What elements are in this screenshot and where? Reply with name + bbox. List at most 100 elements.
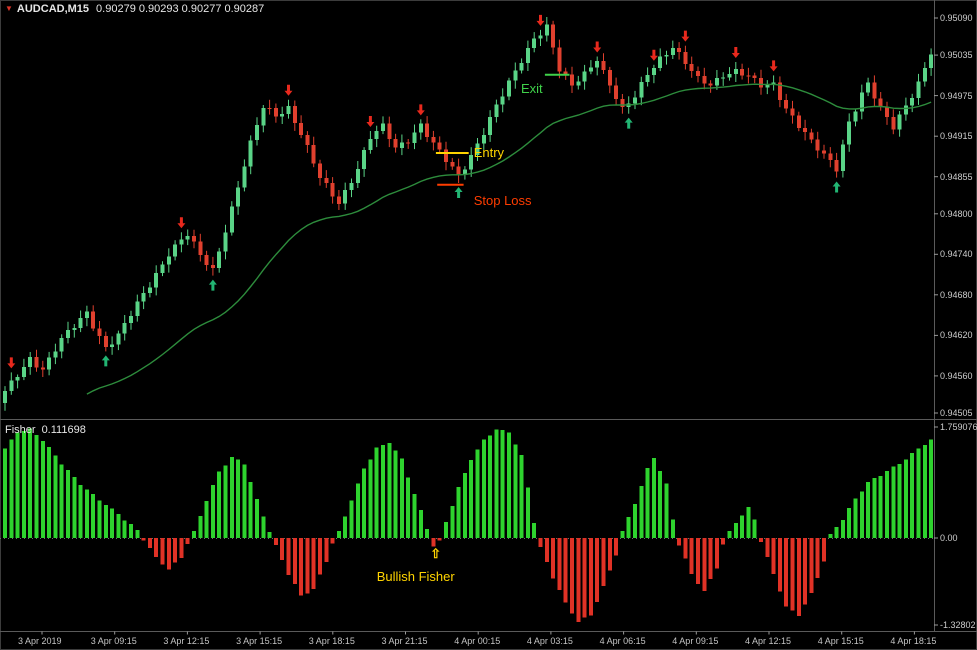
fisher-bar	[349, 500, 354, 538]
fisher-bar	[318, 538, 322, 575]
bullish-fisher-arrow-icon[interactable]: ⇧	[430, 546, 442, 561]
candle-body	[66, 329, 70, 338]
fisher-bar	[185, 538, 190, 544]
fisher-bar	[34, 435, 39, 538]
candle-body	[223, 232, 228, 252]
candle-body	[204, 254, 209, 265]
fisher-bar	[525, 487, 530, 538]
fisher-bar	[53, 455, 58, 538]
candle-body	[469, 155, 474, 170]
candle-body	[59, 337, 64, 352]
candle-body	[777, 82, 782, 100]
candle-body	[343, 189, 348, 204]
fisher-bar	[343, 516, 348, 538]
fisher-bar	[59, 464, 64, 538]
candle-body	[929, 54, 934, 68]
candle-body	[129, 315, 133, 323]
candle-body	[588, 67, 593, 72]
candle-body	[513, 70, 518, 81]
buy-arrow-icon[interactable]	[208, 279, 217, 291]
candle-body	[872, 82, 877, 99]
fisher-bar	[9, 439, 14, 538]
candle-body	[878, 98, 883, 108]
fisher-bar	[607, 538, 612, 571]
fisher-bar	[399, 458, 404, 538]
candle-body	[374, 130, 379, 139]
candle-body	[47, 357, 52, 370]
fisher-bar	[336, 530, 341, 538]
fisher-bar	[141, 538, 146, 541]
stop-loss-annotation[interactable]: Stop Loss	[473, 192, 532, 208]
candle-body	[790, 108, 795, 116]
candle-body	[9, 380, 14, 391]
candle-body	[135, 301, 140, 316]
fisher-bar	[507, 432, 511, 538]
candle-body	[633, 97, 637, 104]
fisher-bar	[570, 538, 574, 614]
fisher-bar	[229, 456, 234, 538]
fisher-bar	[910, 452, 915, 538]
candle-body	[897, 114, 902, 130]
fisher-bar	[696, 538, 700, 584]
fisher-bar	[809, 538, 814, 593]
fisher-bar	[815, 538, 820, 578]
fisher-bar	[866, 482, 871, 538]
candle-body	[28, 356, 33, 367]
fisher-bar	[601, 538, 606, 587]
candle-body	[248, 140, 253, 167]
candle-body	[601, 61, 606, 70]
candle-body	[828, 153, 833, 161]
sell-arrow-icon[interactable]	[681, 30, 690, 42]
candle-body	[595, 61, 600, 68]
candle-body	[910, 97, 915, 106]
candle-body	[784, 99, 789, 109]
candle-body	[475, 143, 480, 155]
sell-arrow-icon[interactable]	[366, 116, 375, 128]
candle-body	[122, 322, 127, 334]
exit-annotation[interactable]: Exit	[520, 80, 543, 96]
fisher-bar	[645, 467, 650, 538]
sell-arrow-icon[interactable]	[177, 217, 186, 229]
candle-body	[3, 390, 7, 404]
fisher-bar	[796, 538, 801, 617]
sell-arrow-icon[interactable]	[7, 357, 16, 369]
bullish-fisher-annotation[interactable]: Bullish Fisher	[376, 569, 455, 584]
sell-arrow-icon[interactable]	[731, 46, 740, 58]
sell-arrow-icon[interactable]	[649, 49, 658, 61]
fisher-bar	[532, 523, 537, 538]
buy-arrow-icon[interactable]	[454, 186, 463, 198]
buy-arrow-icon[interactable]	[624, 117, 633, 129]
fisher-bar	[103, 505, 108, 538]
fisher-bar	[639, 485, 644, 538]
sell-arrow-icon[interactable]	[593, 41, 602, 53]
candle-body	[853, 111, 858, 122]
sell-arrow-icon[interactable]	[536, 14, 545, 26]
candle-body	[815, 139, 820, 151]
fisher-bar	[752, 519, 757, 538]
candle-body	[462, 169, 467, 175]
fisher-bar	[840, 519, 845, 538]
candle-body	[696, 70, 700, 76]
sell-arrow-icon[interactable]	[769, 60, 778, 72]
candle-body	[412, 132, 417, 143]
candle-body	[173, 244, 178, 257]
candle-body	[809, 132, 814, 140]
entry-annotation[interactable]: Entry	[473, 145, 505, 161]
fisher-bar	[538, 538, 543, 548]
candle-body	[437, 142, 442, 150]
candle-body	[551, 24, 556, 48]
fisher-bar	[217, 471, 222, 538]
fisher-bar	[292, 538, 297, 585]
sell-arrow-icon[interactable]	[284, 84, 293, 96]
sell-arrow-icon[interactable]	[416, 104, 425, 116]
candle-body	[721, 77, 726, 79]
candle-body	[645, 75, 650, 83]
buy-arrow-icon[interactable]	[832, 181, 841, 193]
fisher-bar	[425, 529, 430, 538]
candle-body	[311, 144, 316, 164]
buy-arrow-icon[interactable]	[101, 355, 110, 367]
candle-body	[507, 80, 511, 97]
fisher-bar	[847, 508, 852, 538]
fisher-bar	[204, 501, 209, 538]
